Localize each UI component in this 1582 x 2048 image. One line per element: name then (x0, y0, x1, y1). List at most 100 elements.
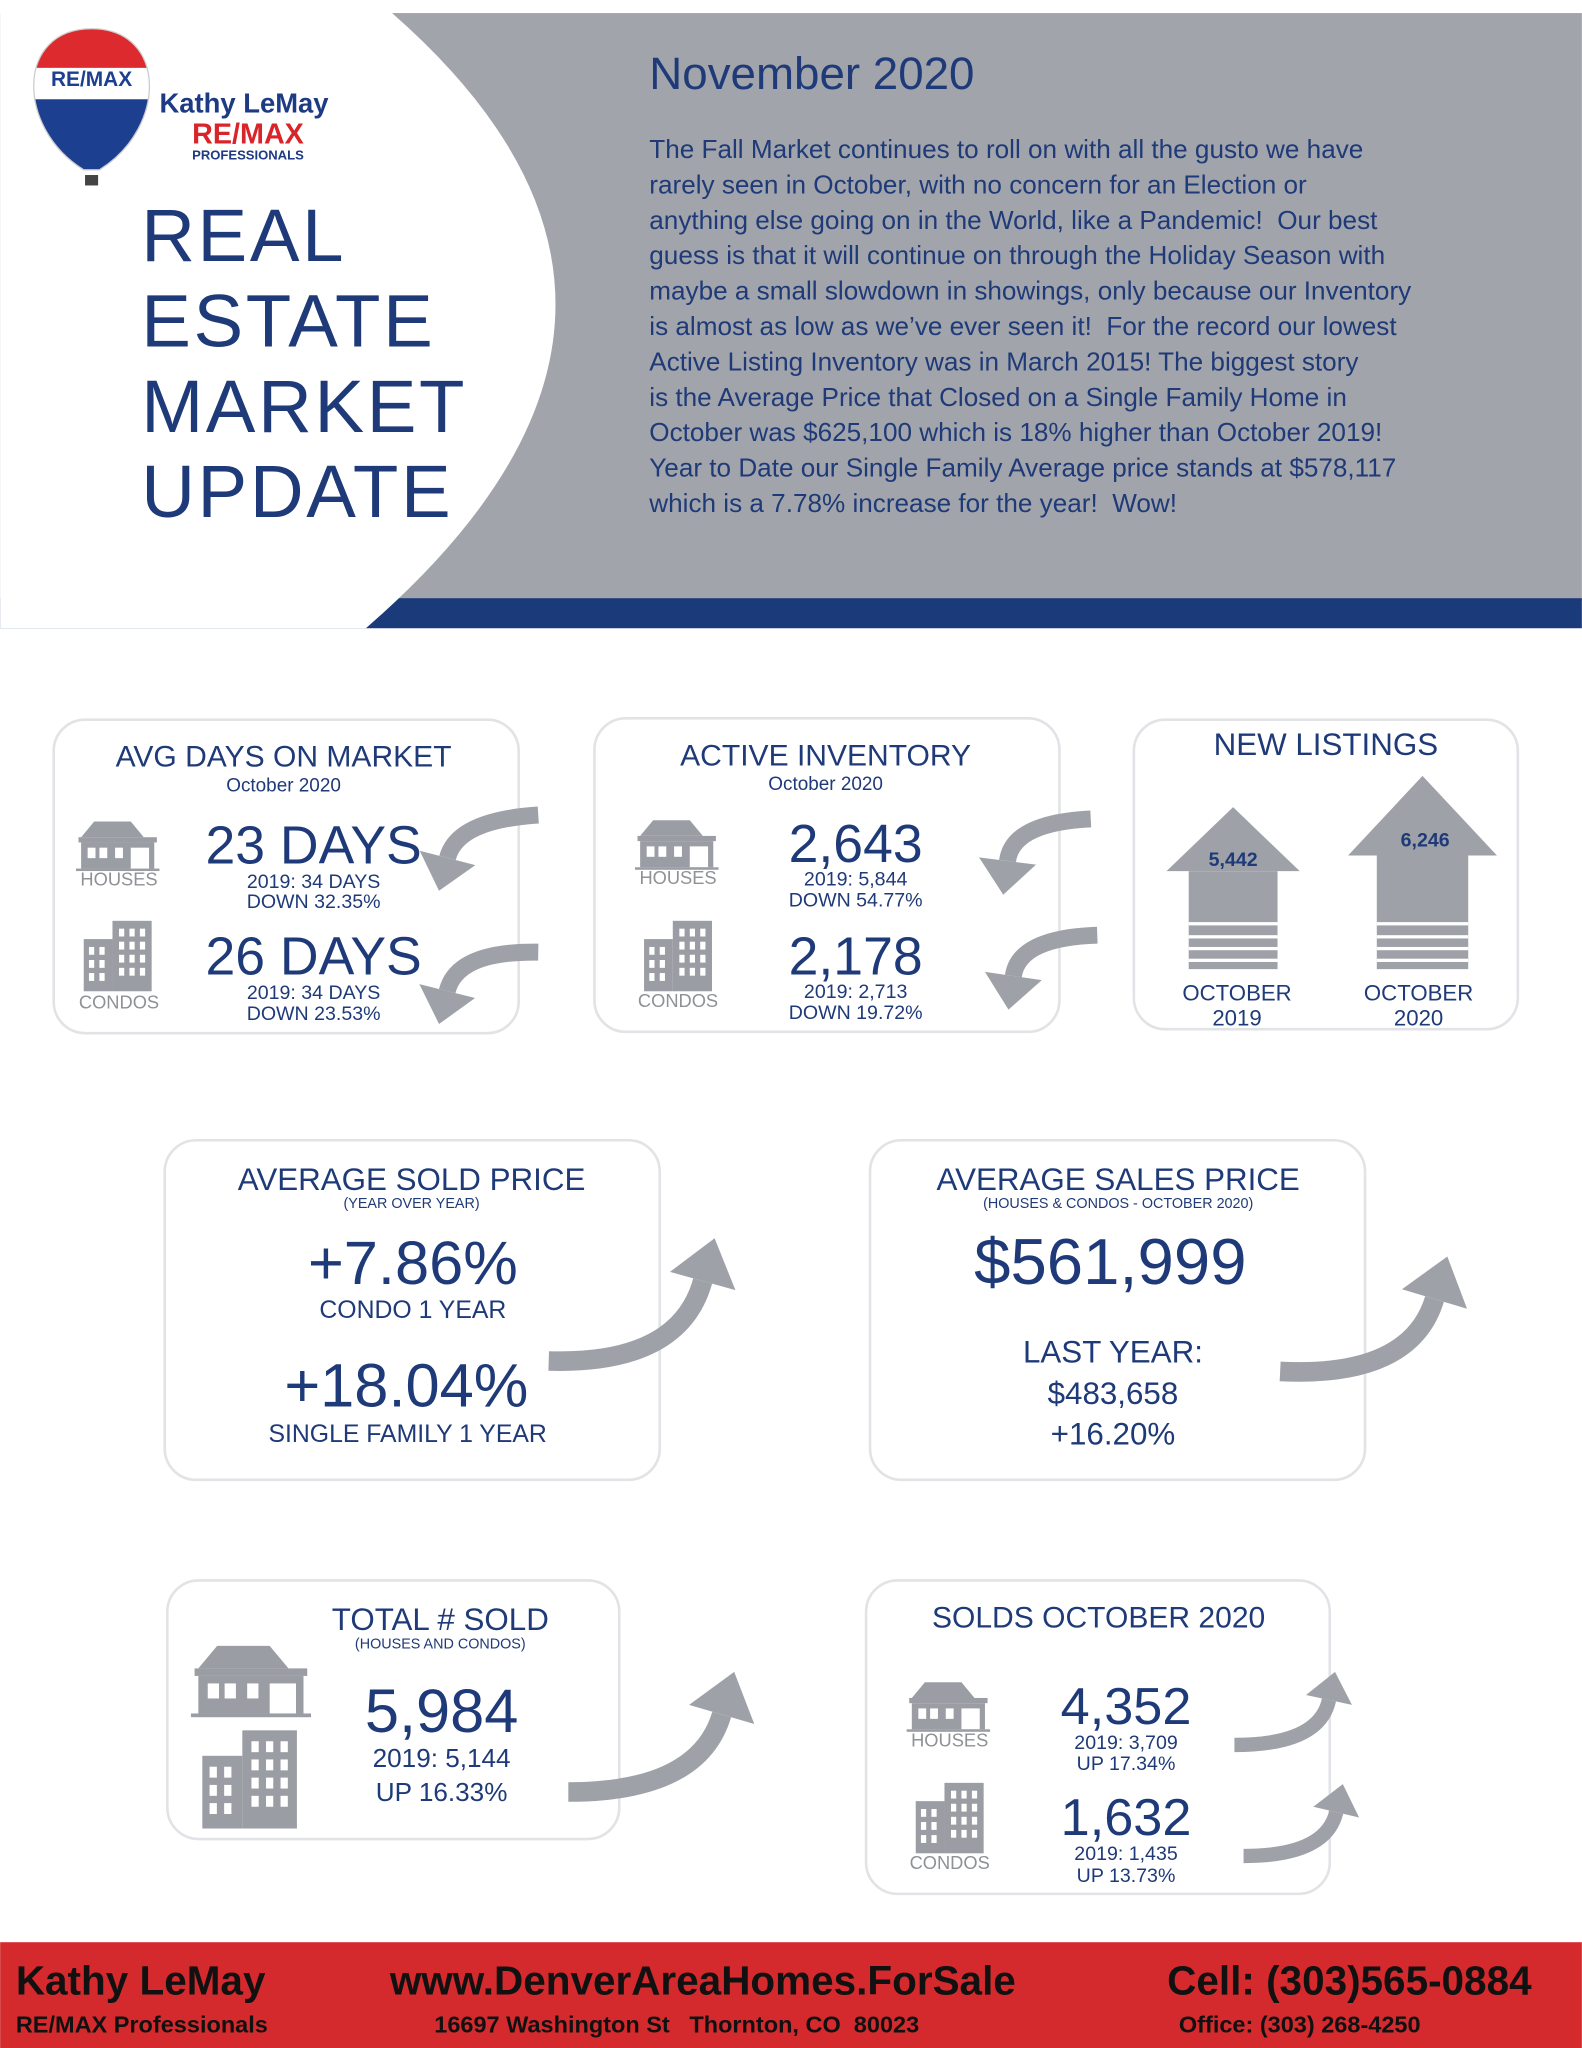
logo-basket (85, 175, 99, 186)
stat-prior: 2019: 34 DAYS (247, 982, 381, 1004)
listing-stripe (1188, 946, 1278, 951)
arrow-shaft (439, 943, 539, 994)
listing-stripe (1188, 958, 1278, 962)
footer-office: Office: (303) 268-4250 (1179, 2011, 1421, 2037)
stat-value: 26 DAYS (205, 927, 421, 986)
stat-change: DOWN 32.35% (247, 891, 381, 913)
icon-label: CONDOS (79, 991, 159, 1012)
card-subtitle: (HOUSES AND CONDOS) (355, 1636, 526, 1652)
arrow-head (1305, 1671, 1352, 1705)
stat-value: 23 DAYS (205, 816, 421, 875)
logo-name: Kathy LeMay (159, 87, 329, 118)
logo-brand: RE/MAX (192, 119, 304, 151)
intro-line: is the Average Price that Closed on a Si… (649, 382, 1347, 412)
card-title: NEW LISTINGS (1214, 727, 1439, 762)
arrow-shaft (1234, 1697, 1337, 1753)
intro-line: The Fall Market continues to roll on wit… (649, 134, 1363, 164)
intro-line: guess is that it will continue on throug… (649, 240, 1385, 270)
card-title: AVERAGE SOLD PRICE (238, 1162, 586, 1197)
intro-line: Active Listing Inventory was in March 20… (649, 346, 1358, 376)
intro-line: anything else going on in the World, lik… (649, 205, 1378, 235)
listing-label: 2020 (1394, 1005, 1443, 1030)
title-line: UPDATE (141, 450, 453, 533)
title-line: REAL (141, 194, 346, 277)
stat-value: 5,984 (365, 1677, 519, 1746)
card-period: October 2020 (226, 776, 341, 797)
stat-prior: 2019: 5,144 (373, 1743, 511, 1773)
card-subtitle: (YEAR OVER YEAR) (343, 1196, 479, 1212)
intro-line: Year to Date our Single Family Average p… (649, 453, 1396, 483)
stat-value: 2,178 (789, 927, 923, 986)
card-title: TOTAL # SOLD (332, 1602, 549, 1637)
stat-label: SINGLE FAMILY 1 YEAR (268, 1421, 546, 1448)
icon-label: CONDOS (910, 1852, 990, 1873)
listing-stripe (1376, 922, 1469, 926)
header-curve (0, 0, 556, 629)
intro-line: which is a 7.78% increase for the year! … (648, 488, 1177, 518)
footer-address: 16697 Washington St Thornton, CO 80023 (434, 2011, 919, 2037)
stat-prior: 2019: 5,844 (804, 869, 908, 891)
arrow-head (419, 984, 476, 1024)
listing-value: 5,442 (1209, 849, 1258, 871)
footer-name: Kathy LeMay (16, 1957, 266, 2003)
stat-prior: 2019: 1,435 (1074, 1843, 1178, 1865)
stat-value: +7.86% (308, 1229, 518, 1298)
icon-label: HOUSES (911, 1729, 988, 1750)
listing-stripe (1188, 935, 1278, 939)
arrow-shaft (1243, 1809, 1344, 1864)
icon-label: CONDOS (638, 990, 718, 1011)
listing-stripe (1376, 935, 1469, 939)
arrow-head (1402, 1256, 1468, 1309)
icon-label: HOUSES (639, 867, 716, 888)
card-subtitle: (HOUSES & CONDOS - OCTOBER 2020) (983, 1196, 1253, 1212)
arrow-shaft (999, 810, 1092, 863)
stat-value: +18.04% (284, 1352, 528, 1421)
logo-balloon-text: RE/MAX (51, 68, 132, 91)
card-avg-sales-price (868, 1138, 1367, 1482)
intro-line: October was $625,100 which is 18% higher… (649, 417, 1382, 447)
arrow-head (669, 1238, 736, 1291)
stat-change: UP 16.33% (376, 1777, 508, 1807)
stat-value: $561,999 (974, 1225, 1246, 1298)
listing-label: OCTOBER (1364, 980, 1473, 1005)
stat-prior: 2019: 2,713 (804, 981, 908, 1003)
logo-sub: PROFESSIONALS (192, 147, 304, 162)
stat-prior: $483,658 (1048, 1376, 1179, 1411)
intro-line: rarely seen in October, with no concern … (649, 169, 1307, 199)
card-title: SOLDS OCTOBER 2020 (932, 1601, 1265, 1634)
date-heading: November 2020 (649, 48, 974, 99)
card-title: AVG DAYS ON MARKET (116, 741, 452, 774)
arrow-head (419, 850, 476, 891)
stat-value: 1,632 (1061, 1789, 1192, 1847)
stat-prior: 2019: 34 DAYS (247, 871, 381, 893)
listing-arrow-shaft (1376, 855, 1469, 970)
footer-company: RE/MAX Professionals (16, 2011, 268, 2037)
arrow-shaft (548, 1278, 713, 1371)
card-period: October 2020 (768, 774, 883, 795)
icon-label: HOUSES (80, 869, 157, 890)
stat-change: UP 17.34% (1077, 1753, 1176, 1775)
intro-line: maybe a small slowdown in showings, only… (649, 276, 1411, 306)
arrow-shaft (568, 1711, 732, 1802)
listing-label: OCTOBER (1182, 980, 1291, 1005)
card-avg-days (52, 718, 520, 1035)
footer-cell: Cell: (303)565-0884 (1167, 1957, 1532, 2003)
arrow-shaft (439, 806, 539, 861)
stat-label: LAST YEAR: (1023, 1334, 1203, 1369)
card-title: AVERAGE SALES PRICE (937, 1162, 1300, 1197)
card-avg-sold-price (163, 1138, 662, 1482)
title-line: ESTATE (141, 280, 435, 363)
card-title: ACTIVE INVENTORY (680, 739, 971, 772)
stat-prior: 2019: 3,709 (1074, 1732, 1177, 1754)
arrow-head (979, 857, 1037, 895)
stat-change: DOWN 19.72% (789, 1002, 923, 1024)
listing-stripe (1376, 946, 1469, 951)
arrow-head (984, 971, 1042, 1010)
stat-value: 4,352 (1061, 1678, 1192, 1736)
listing-stripe (1376, 958, 1469, 962)
stat-change: DOWN 54.77% (789, 889, 923, 911)
footer-website: www.DenverAreaHomes.ForSale (389, 1957, 1016, 2003)
intro-line: is almost as low as we’ve ever seen it! … (649, 311, 1397, 341)
